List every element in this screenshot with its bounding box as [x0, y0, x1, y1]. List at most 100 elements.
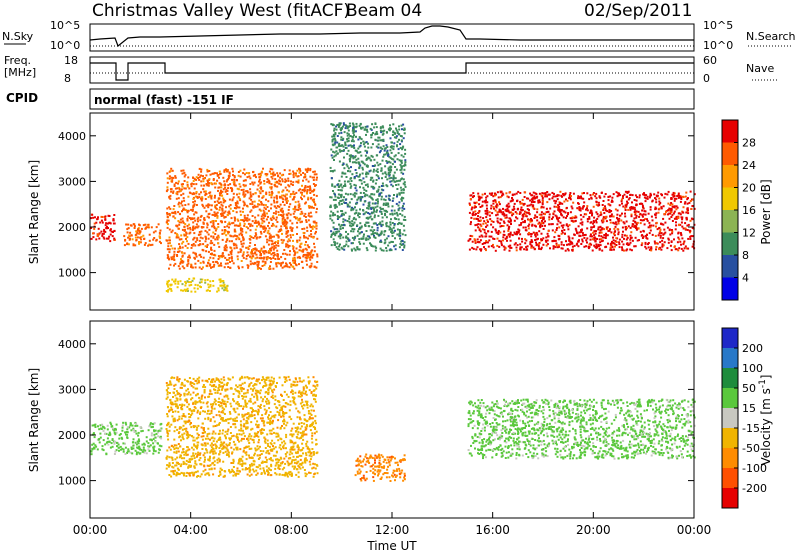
echo-cell — [593, 230, 596, 233]
echo-cell — [618, 246, 621, 249]
echo-cell — [627, 244, 630, 246]
echo-cell — [237, 188, 240, 191]
echo-cell — [399, 213, 402, 215]
echo-cell — [310, 235, 313, 238]
colorbar-swatch — [722, 210, 738, 233]
echo-cell — [351, 155, 354, 158]
echo-cell — [223, 170, 226, 173]
echo-cell — [140, 238, 143, 241]
echo-cell — [228, 212, 231, 215]
echo-cell — [374, 245, 377, 248]
echo-cell — [330, 196, 333, 199]
echo-cell — [355, 158, 358, 161]
echo-cell — [262, 195, 265, 198]
echo-cell — [291, 227, 294, 230]
echo-cell — [257, 250, 260, 253]
echo-cell — [230, 256, 233, 259]
echo-cell — [525, 246, 528, 249]
echo-cell — [337, 125, 340, 128]
echo-cell — [380, 198, 383, 201]
echo-cell — [649, 194, 652, 196]
echo-cell — [184, 204, 187, 206]
echo-cell — [94, 426, 97, 428]
echo-cell — [260, 247, 263, 250]
echo-cell — [248, 245, 251, 248]
echo-cell — [247, 248, 250, 250]
echo-cell — [665, 210, 667, 213]
echo-cell — [101, 216, 104, 218]
echo-cell — [511, 214, 514, 217]
echo-cell — [181, 283, 184, 286]
echo-cell — [566, 215, 568, 218]
echo-cell — [277, 261, 279, 264]
echo-cell — [273, 431, 275, 434]
echo-cell — [502, 245, 505, 248]
echo-cell — [389, 171, 392, 174]
echo-cell — [391, 235, 394, 237]
echo-cell — [209, 383, 212, 386]
echo-cell — [526, 245, 529, 248]
echo-cell — [221, 207, 224, 210]
echo-cell — [92, 433, 95, 436]
echo-cell — [490, 223, 493, 226]
echo-cell — [358, 167, 361, 170]
echo-cell — [293, 216, 296, 218]
echo-cell — [552, 195, 555, 198]
echo-cell — [541, 219, 543, 222]
echo-cell — [340, 246, 343, 249]
echo-cell — [300, 173, 302, 176]
echo-cell — [189, 226, 192, 229]
echo-cell — [284, 198, 287, 201]
echo-cell — [235, 202, 238, 205]
echo-cell — [190, 290, 193, 293]
echo-cell — [339, 194, 342, 197]
echo-cell — [569, 217, 572, 220]
echo-cell — [360, 142, 362, 145]
echo-cell — [497, 196, 500, 199]
echo-cell — [530, 201, 533, 203]
echo-cell — [365, 221, 368, 224]
echo-cell — [391, 232, 394, 235]
echo-cell — [212, 221, 215, 224]
echo-cell — [295, 247, 298, 250]
echo-cell — [237, 171, 240, 173]
echo-cell — [109, 433, 112, 436]
echo-cell — [549, 247, 551, 250]
echo-cell — [237, 196, 240, 199]
echo-cell — [364, 125, 367, 128]
echo-cell — [511, 199, 514, 202]
echo-cell — [334, 193, 336, 196]
echo-cell — [333, 241, 336, 244]
echo-cell — [531, 197, 534, 200]
echo-cell — [604, 209, 607, 212]
echo-cell — [143, 442, 146, 445]
echo-cell — [513, 219, 516, 222]
echo-cell — [354, 187, 357, 190]
echo-cell — [481, 193, 484, 196]
echo-cell — [614, 208, 617, 211]
echo-cell — [599, 214, 602, 217]
echo-cell — [287, 208, 290, 211]
echo-cell — [595, 197, 598, 200]
echo-cell — [295, 191, 298, 194]
echo-cell — [604, 216, 607, 218]
echo-cell — [284, 180, 287, 183]
echo-cell — [508, 221, 511, 224]
echo-cell — [119, 433, 122, 435]
echo-cell — [290, 418, 293, 421]
echo-cell — [206, 278, 209, 281]
echo-cell — [635, 210, 638, 213]
echo-cell — [474, 210, 477, 213]
echo-cell — [595, 246, 598, 249]
echo-cell — [390, 209, 393, 212]
echo-cell — [251, 249, 254, 252]
echo-cell — [368, 236, 371, 239]
echo-cell — [305, 241, 307, 243]
echo-cell — [259, 182, 262, 185]
echo-cell — [616, 228, 619, 231]
echo-cell — [297, 206, 300, 209]
echo-cell — [160, 437, 163, 440]
echo-cell — [166, 172, 169, 175]
echo-cell — [380, 208, 383, 211]
echo-cell — [220, 284, 223, 287]
